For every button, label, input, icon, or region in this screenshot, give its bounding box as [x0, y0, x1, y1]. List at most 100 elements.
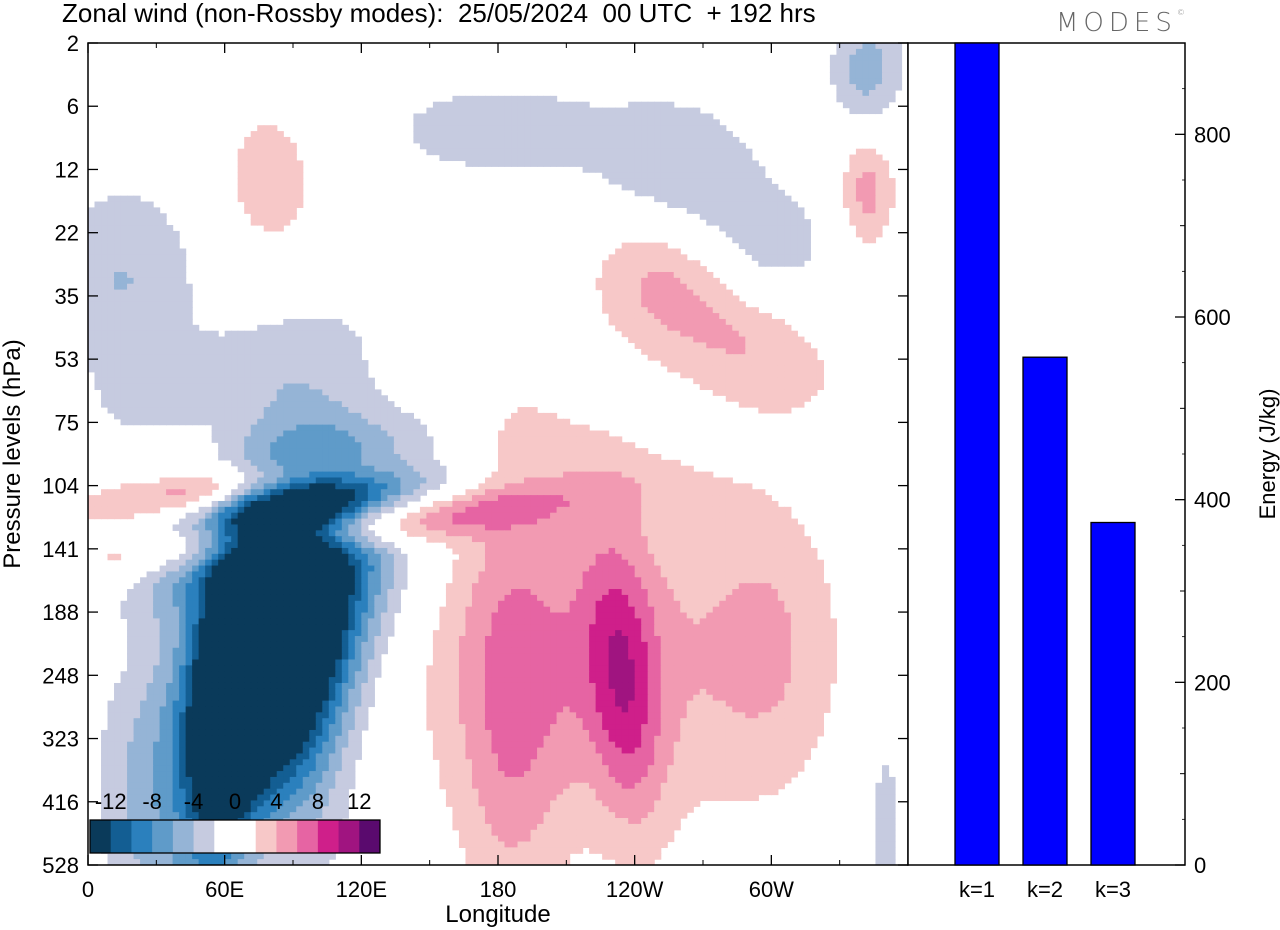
heatmap-cell — [511, 530, 519, 537]
heatmap-cell — [166, 489, 174, 496]
heatmap-cell — [595, 500, 603, 508]
heatmap-cell — [686, 107, 694, 115]
heatmap-cell — [250, 377, 258, 385]
heatmap-cell — [179, 301, 187, 308]
heatmap-cell — [673, 354, 681, 361]
heatmap-cell — [680, 500, 688, 508]
heatmap-cell — [270, 125, 278, 132]
heatmap-cell — [192, 401, 200, 408]
heatmap-cell — [348, 536, 356, 543]
heatmap-cell — [530, 506, 538, 514]
heatmap-cell — [302, 330, 310, 338]
heatmap-cell — [563, 119, 571, 126]
heatmap-cell — [419, 465, 428, 473]
heatmap-cell — [179, 418, 187, 426]
heatmap-cell — [250, 530, 258, 537]
heatmap-cell — [270, 412, 278, 420]
heatmap-cell — [270, 201, 278, 208]
heatmap-cell — [576, 536, 584, 543]
heatmap-cell — [524, 559, 532, 567]
heatmap-cell — [647, 271, 655, 279]
heatmap-cell — [842, 183, 851, 191]
heatmap-cell — [133, 360, 141, 367]
heatmap-cell — [237, 559, 245, 567]
heatmap-cell — [231, 407, 239, 414]
heatmap-cell — [205, 542, 213, 549]
heatmap-cell — [224, 577, 232, 584]
heatmap-cell — [693, 154, 701, 162]
heatmap-cell — [413, 512, 421, 520]
heatmap-cell — [732, 342, 740, 349]
heatmap-cell — [114, 371, 122, 379]
heatmap-cell — [315, 407, 323, 414]
heatmap-cell — [738, 553, 746, 561]
heatmap-cell — [374, 459, 382, 467]
heatmap-cell — [621, 465, 629, 473]
heatmap-cell — [380, 424, 388, 432]
heatmap-cell — [367, 553, 375, 561]
heatmap-cell — [445, 125, 454, 132]
heatmap-cell — [777, 318, 785, 326]
heatmap-cell — [504, 536, 512, 543]
heatmap-cell — [543, 500, 551, 508]
heatmap-cell — [289, 166, 297, 173]
heatmap-cell — [146, 283, 154, 291]
heatmap-cell — [615, 448, 623, 455]
heatmap-cell — [784, 565, 792, 573]
heatmap-cell — [790, 401, 798, 408]
heatmap-cell — [452, 125, 460, 132]
heatmap-cell — [257, 518, 265, 526]
heatmap-cell — [413, 489, 421, 496]
heatmap-cell — [751, 225, 759, 232]
heatmap-cell — [94, 277, 102, 285]
heatmap-cell — [341, 577, 349, 584]
heatmap-cell — [166, 277, 174, 285]
heatmap-cell — [673, 131, 681, 138]
heatmap-cell — [790, 342, 798, 349]
heatmap-cell — [133, 254, 141, 261]
heatmap-cell — [868, 195, 877, 203]
heatmap-cell — [315, 495, 323, 502]
heatmap-cell — [712, 360, 720, 367]
heatmap-cell — [146, 330, 154, 338]
heatmap-cell — [647, 471, 655, 479]
heatmap-cell — [322, 583, 330, 590]
heatmap-cell — [309, 489, 317, 496]
heatmap-cell — [491, 565, 499, 573]
heatmap-cell — [471, 136, 480, 144]
heatmap-cell — [725, 553, 733, 561]
heatmap-cell — [426, 518, 434, 526]
heatmap-cell — [725, 577, 733, 584]
heatmap-cell — [563, 448, 571, 455]
heatmap-cell — [738, 512, 746, 520]
heatmap-cell — [237, 401, 245, 408]
heatmap-cell — [179, 336, 187, 344]
heatmap-cell — [283, 371, 291, 379]
heatmap-cell — [263, 448, 271, 455]
heatmap-cell — [302, 553, 310, 561]
heatmap-cell — [498, 477, 506, 484]
heatmap-cell — [445, 113, 454, 120]
heatmap-cell — [218, 500, 226, 508]
heatmap-cell — [328, 430, 336, 437]
heatmap-cell — [309, 377, 317, 385]
heatmap-cell — [185, 524, 193, 531]
heatmap-cell — [302, 565, 310, 573]
heatmap-cell — [712, 365, 720, 373]
heatmap-cell — [693, 113, 701, 120]
heatmap-cell — [667, 365, 675, 373]
heatmap-cell — [894, 48, 903, 56]
heatmap-cell — [556, 530, 564, 537]
heatmap-cell — [719, 483, 727, 490]
heatmap-cell — [478, 160, 486, 167]
heatmap-cell — [426, 459, 434, 467]
heatmap-cell — [133, 336, 141, 344]
heatmap-cell — [771, 518, 779, 526]
heatmap-cell — [270, 365, 278, 373]
heatmap-cell — [101, 506, 109, 514]
heatmap-cell — [530, 483, 538, 490]
heatmap-cell — [771, 553, 779, 561]
heatmap-cell — [231, 395, 239, 402]
heatmap-cell — [491, 142, 499, 150]
heatmap-cell — [140, 271, 148, 279]
